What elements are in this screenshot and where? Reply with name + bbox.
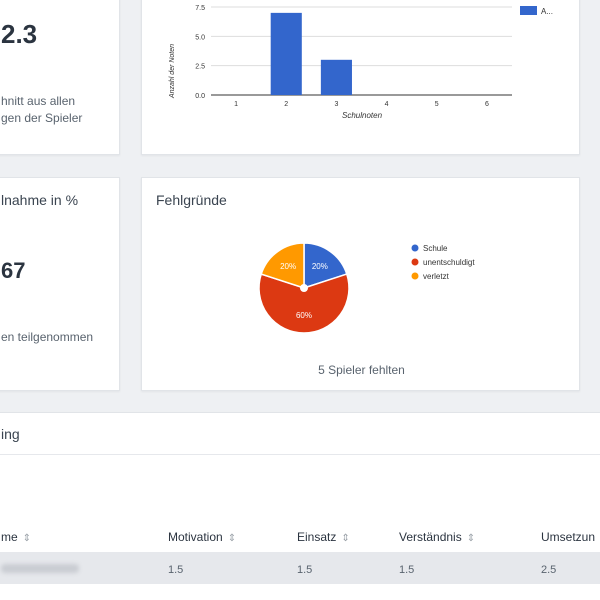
grades-chart-card: 0.0 2.5 5.0 7.5 1 2 3 4 5 6 Anzahl der Noten Sch… [141, 0, 580, 155]
x-axis-label: Schulnoten [342, 111, 383, 120]
blurred-player-name [1, 564, 79, 573]
ratings-table-card: ing me ⇕ Motivation ⇕ Einsatz ⇕ Verständnis… [0, 412, 600, 600]
column-header-verstaendnis[interactable]: Verständnis ⇕ [399, 530, 476, 544]
absence-footer: 5 Spieler fehlten [318, 363, 405, 377]
column-header-einsatz[interactable]: Einsatz ⇕ [297, 530, 350, 544]
cell-einsatz: 1.5 [297, 564, 313, 576]
pie-slice-verletzt[interactable] [260, 242, 305, 290]
x-tick-label: 3 [334, 101, 338, 108]
pie-slice-label: 60% [296, 311, 312, 320]
sort-icon[interactable]: ⇕ [227, 533, 237, 544]
legend-label: verletzt [423, 272, 450, 281]
x-tick-label: 6 [485, 101, 489, 108]
y-axis-label: Anzahl der Noten [169, 44, 176, 99]
legend-swatch [520, 6, 537, 15]
cell-verstaendnis: 1.5 [399, 564, 415, 576]
pie-center-dot [300, 284, 308, 292]
legend-label: A... [541, 7, 553, 16]
cell-motivation: 1.5 [168, 564, 184, 576]
table-title: ing [1, 426, 20, 442]
attendance-value: 67 [1, 258, 26, 283]
pie-slice-unentschuldigt[interactable] [258, 273, 350, 334]
bar-grade-2[interactable] [270, 12, 302, 95]
x-tick-label: 5 [435, 101, 439, 108]
average-grade-description-line1: hnitt aus allen [1, 94, 76, 108]
sort-icon[interactable]: ⇕ [22, 533, 32, 544]
attendance-card: lnahme in % 67 en teilgenommen [0, 177, 120, 391]
attendance-title: lnahme in % [1, 192, 79, 208]
x-tick-label: 2 [284, 101, 288, 108]
average-grade-description-line2: gen der Spieler [1, 111, 83, 125]
column-header-umsetzung[interactable]: Umsetzun [541, 530, 596, 544]
legend-label: Schule [423, 244, 448, 253]
pie-slice-Schule[interactable] [303, 242, 348, 290]
legend-label: unentschuldigt [423, 258, 475, 267]
table-divider [0, 454, 600, 455]
average-grade-value: 2.3 [1, 19, 38, 49]
cell-umsetzung: 2.5 [541, 564, 557, 576]
column-header-name[interactable]: me ⇕ [1, 530, 32, 544]
grades-bar-chart: 0.0 2.5 5.0 7.5 1 2 3 4 5 6 Anzahl der Noten Sch… [169, 5, 553, 120]
pie-slice-label: 20% [280, 262, 296, 271]
average-grade-card: 2.3 hnitt aus allen gen der Spieler [0, 0, 120, 155]
absence-reasons-pie-chart: 20% 60% 20% Schule unentschuldigt verletzt [258, 242, 475, 334]
y-tick-label: 0.0 [195, 93, 205, 100]
bar-grade-3[interactable] [320, 59, 352, 95]
x-tick-label: 4 [385, 101, 389, 108]
absence-reasons-title: Fehlgründe [156, 192, 227, 208]
y-tick-label: 2.5 [195, 64, 205, 71]
sort-icon[interactable]: ⇕ [341, 533, 350, 544]
legend-dot [411, 272, 419, 280]
y-tick-label: 7.5 [195, 5, 205, 12]
pie-slice-label: 20% [312, 262, 328, 271]
sort-icon[interactable]: ⇕ [466, 533, 476, 544]
x-tick-label: 1 [234, 101, 238, 108]
column-header-motivation[interactable]: Motivation ⇕ [168, 530, 237, 544]
legend-dot [411, 244, 419, 252]
table-row[interactable] [0, 552, 600, 584]
absence-reasons-card: Fehlgründe 20% 60% 20% Schule unentschuldig… [141, 177, 580, 391]
y-tick-label: 5.0 [195, 34, 205, 41]
attendance-description: en teilgenommen [1, 330, 94, 344]
legend-dot [411, 258, 419, 266]
